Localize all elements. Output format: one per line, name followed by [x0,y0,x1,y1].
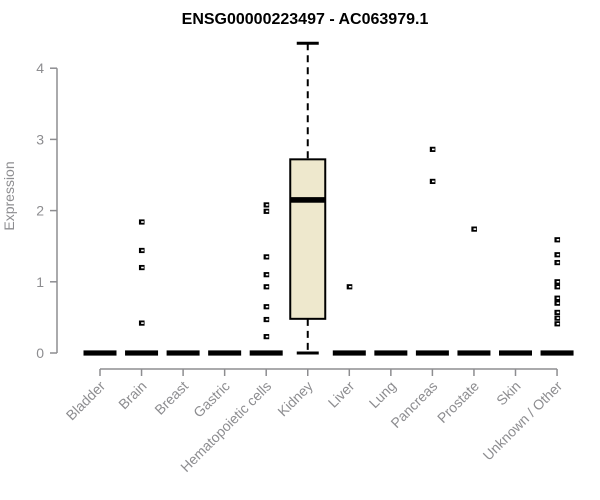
box-group-brain [125,219,159,356]
median-bar [249,350,283,356]
outlier-point [263,304,270,310]
y-tick-label: 3 [36,131,44,147]
x-tick-label: Breast [151,378,191,418]
outlier-square-slit [432,148,435,151]
outlier-square-slit [265,273,269,276]
outlier-point [471,226,477,232]
outlier-square-slit [265,318,269,321]
outlier-square-slit [556,261,560,264]
outlier-square-slit [265,210,269,213]
x-tick-label: Lung [366,378,399,411]
y-tick-label: 2 [36,203,44,219]
outlier-point [263,272,270,278]
outlier-point [554,321,561,327]
outlier-point [554,284,561,290]
median-bar [374,350,408,356]
outlier-point [554,315,561,321]
outlier-point [138,247,145,254]
x-tick-label: Kidney [274,378,316,420]
box-group-lung [374,350,408,356]
outlier-square-slit [556,297,560,299]
median-bar [540,350,574,356]
outlier-point [346,284,353,290]
outlier-point [263,334,270,340]
outlier-square-slit [556,285,560,288]
outlier-point [554,259,561,266]
box-group-prostate [457,226,491,356]
median-bar [208,350,242,356]
outlier-point [263,316,270,323]
outlier-square-slit [265,204,269,206]
x-tick-label: Unknown / Other [480,378,566,464]
x-tick-label: Liver [325,378,358,411]
box-group-kidney [289,41,327,355]
outlier-point [138,219,145,225]
outlier-point [263,254,270,260]
outlier-square-slit [556,238,560,241]
outlier-square-slit [141,221,144,223]
box-group-hematopoietic-cells [249,202,283,356]
x-tick-label: Prostate [434,378,482,426]
y-tick-label: 0 [36,345,44,361]
outlier-square-slit [556,317,560,319]
outlier-square-slit [473,228,477,230]
y-axis-title: Expression [1,161,17,230]
outlier-square-slit [265,305,269,308]
outlier-square-slit [265,256,269,258]
outlier-point [554,300,561,306]
box-iqr [289,158,327,320]
x-tick-label: Bladder [63,378,109,424]
outlier-square-slit [141,322,144,324]
outlier-square-slit [556,281,560,283]
outlier-square-slit [556,323,560,325]
median-bar [83,350,117,356]
median-bar [415,350,449,356]
outlier-square-slit [348,285,352,288]
outlier-point [429,178,436,185]
outlier-point [263,284,270,290]
outlier-point [429,146,436,152]
outlier-square-slit [265,285,269,288]
outlier-point [554,309,561,316]
outlier-square-slit [556,311,560,314]
box-group-gastric [208,350,242,356]
median-bar [499,350,532,356]
outlier-square-slit [556,302,560,304]
median-bar [332,350,366,356]
outlier-point [263,208,270,214]
chart-title: ENSG00000223497 - AC063979.1 [182,11,429,28]
outlier-square-slit [141,249,144,252]
outlier-square-slit [556,253,560,256]
outlier-point [554,252,561,258]
box-group-breast [166,350,200,356]
outlier-square-slit [141,266,144,269]
box-group-skin [499,350,532,356]
y-tick-label: 4 [36,60,44,76]
y-tick-label: 1 [36,274,44,290]
median-bar [457,350,491,356]
outlier-point [554,295,561,301]
box-group-bladder [83,350,117,356]
x-tick-label: Skin [493,378,524,409]
outlier-point [138,264,145,271]
x-tick-label: Brain [115,378,149,412]
box-group-pancreas [415,146,449,356]
outlier-point [554,279,561,285]
outlier-point [138,320,145,326]
box-group-unknown-other [540,237,574,356]
outlier-point [554,237,561,243]
outlier-square-slit [265,335,269,338]
outlier-square-slit [432,180,435,183]
outlier-point [263,202,270,208]
box-group-liver [332,284,366,356]
median-line [290,197,326,203]
median-bar [125,350,159,356]
median-bar [166,350,200,356]
